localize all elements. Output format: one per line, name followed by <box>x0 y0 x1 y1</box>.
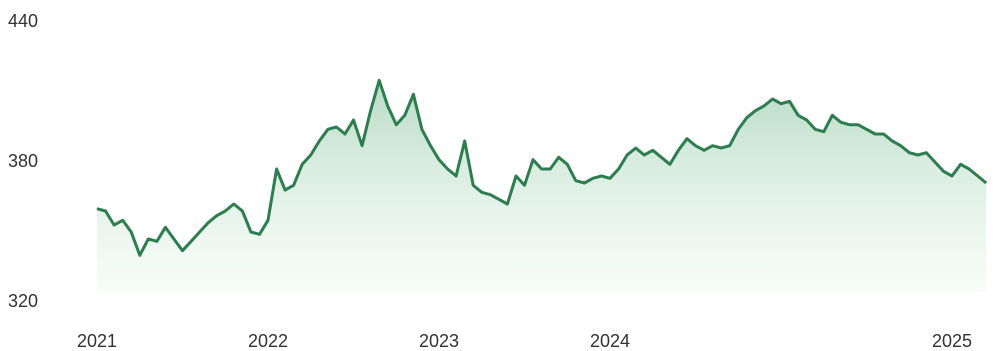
y-tick-label: 320 <box>8 291 38 311</box>
line <box>96 78 988 257</box>
x-tick-label: 2025 <box>932 331 972 351</box>
y-tick-label: 380 <box>8 151 38 171</box>
x-tick-label: 2024 <box>590 331 630 351</box>
x-tick-label: 2021 <box>77 331 117 351</box>
x-tick-label: 2022 <box>248 331 288 351</box>
y-tick-label: 440 <box>8 11 38 31</box>
area <box>97 80 987 292</box>
x-tick-label: 2023 <box>419 331 459 351</box>
